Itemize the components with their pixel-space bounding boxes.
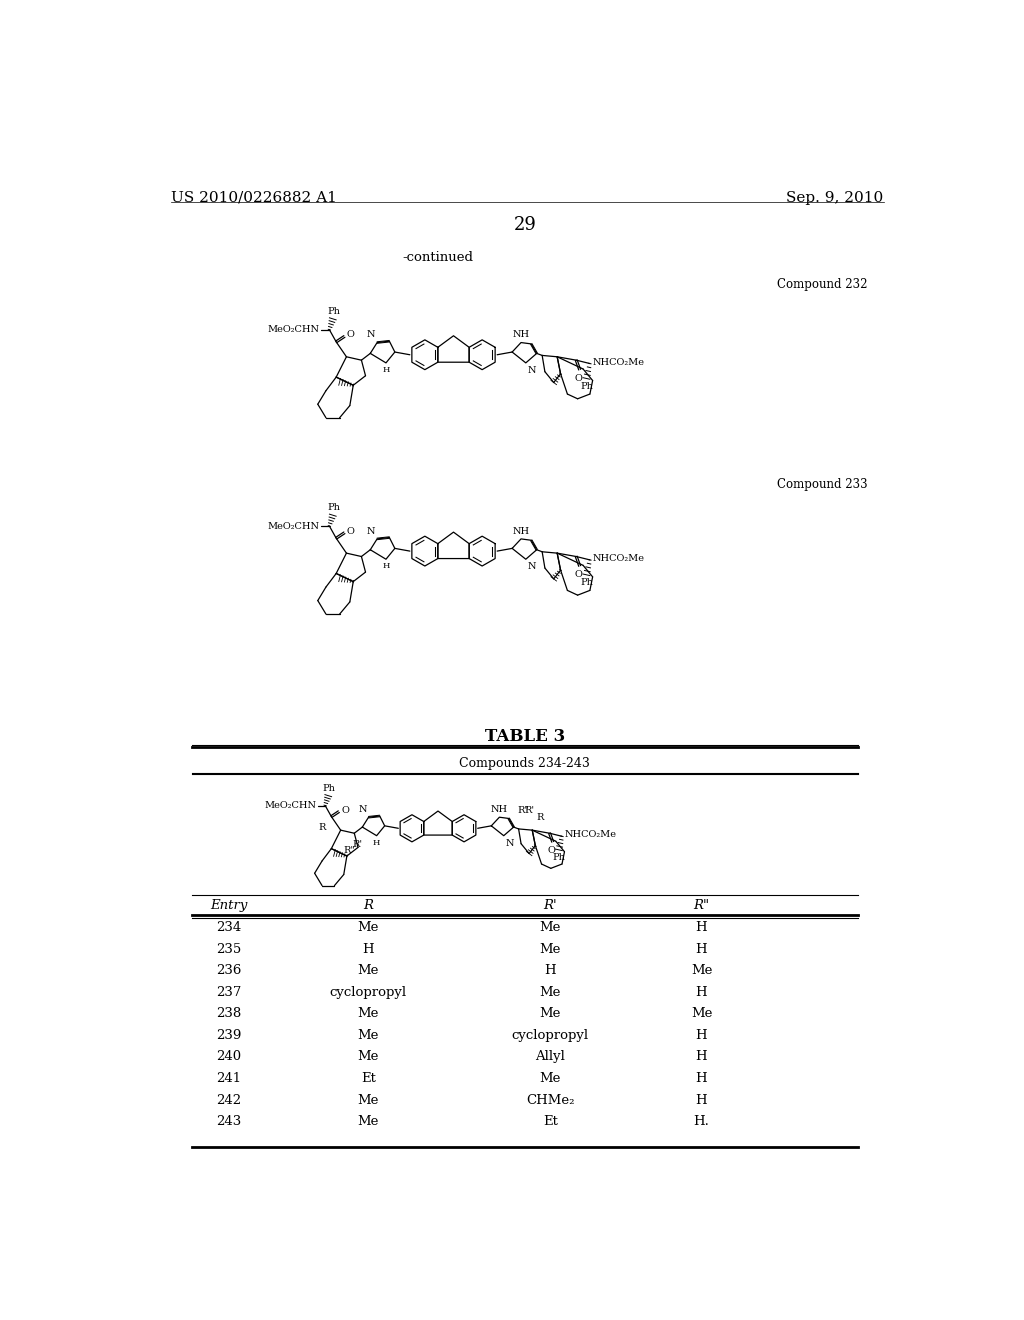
- Text: H: H: [695, 921, 708, 935]
- Text: H: H: [695, 942, 708, 956]
- Text: N: N: [527, 366, 536, 375]
- Text: 241: 241: [216, 1072, 242, 1085]
- Text: H.: H.: [693, 1115, 710, 1129]
- Text: H: H: [382, 366, 390, 374]
- Text: 240: 240: [216, 1051, 242, 1064]
- Text: H: H: [362, 942, 374, 956]
- Text: Entry: Entry: [210, 899, 248, 912]
- Text: Compound 232: Compound 232: [777, 277, 868, 290]
- Text: Me: Me: [540, 1072, 561, 1085]
- Text: R: R: [536, 813, 544, 822]
- Text: R": R": [343, 846, 355, 855]
- Text: cyclopropyl: cyclopropyl: [330, 986, 407, 999]
- Text: H: H: [695, 1093, 708, 1106]
- Text: NH: NH: [512, 527, 529, 536]
- Text: Sep. 9, 2010: Sep. 9, 2010: [786, 191, 884, 205]
- Text: TABLE 3: TABLE 3: [484, 729, 565, 746]
- Text: NHCO₂Me: NHCO₂Me: [564, 830, 616, 840]
- Text: 242: 242: [216, 1093, 242, 1106]
- Text: O: O: [574, 374, 582, 383]
- Text: H: H: [545, 964, 556, 977]
- Text: Ph: Ph: [323, 784, 336, 792]
- Text: Me: Me: [357, 921, 379, 935]
- Text: 239: 239: [216, 1028, 242, 1041]
- Text: 236: 236: [216, 964, 242, 977]
- Text: R: R: [318, 822, 326, 832]
- Text: 235: 235: [216, 942, 242, 956]
- Text: MeO₂CHN: MeO₂CHN: [267, 521, 319, 531]
- Text: Et: Et: [543, 1115, 558, 1129]
- Text: MeO₂CHN: MeO₂CHN: [267, 325, 319, 334]
- Text: R": R": [693, 899, 710, 912]
- Text: N: N: [367, 527, 376, 536]
- Text: O: O: [574, 570, 582, 579]
- Text: Ph: Ph: [580, 381, 593, 391]
- Text: Me: Me: [540, 942, 561, 956]
- Text: N: N: [358, 805, 367, 814]
- Text: Me: Me: [357, 1007, 379, 1020]
- Text: 243: 243: [216, 1115, 242, 1129]
- Text: Me: Me: [540, 921, 561, 935]
- Text: R: R: [364, 899, 374, 912]
- Text: NHCO₂Me: NHCO₂Me: [592, 358, 644, 367]
- Text: O: O: [341, 805, 349, 814]
- Text: 238: 238: [216, 1007, 242, 1020]
- Text: H: H: [373, 838, 380, 846]
- Text: Ph: Ph: [553, 853, 565, 862]
- Text: Me: Me: [540, 1007, 561, 1020]
- Text: R': R': [544, 899, 557, 912]
- Text: H: H: [695, 1028, 708, 1041]
- Text: N: N: [505, 838, 514, 847]
- Text: 29: 29: [513, 216, 537, 234]
- Text: H: H: [695, 1072, 708, 1085]
- Text: Compounds 234-243: Compounds 234-243: [460, 758, 590, 771]
- Text: Me: Me: [357, 1115, 379, 1129]
- Text: Allyl: Allyl: [536, 1051, 565, 1064]
- Text: Ph: Ph: [580, 578, 593, 587]
- Text: Ph: Ph: [327, 503, 340, 512]
- Text: N: N: [367, 330, 376, 339]
- Text: Me: Me: [357, 1028, 379, 1041]
- Text: Me: Me: [691, 1007, 712, 1020]
- Text: Ph: Ph: [327, 306, 340, 315]
- Text: MeO₂CHN: MeO₂CHN: [264, 801, 316, 810]
- Text: Et: Et: [360, 1072, 376, 1085]
- Text: Me: Me: [540, 986, 561, 999]
- Text: 234: 234: [216, 921, 242, 935]
- Text: H: H: [695, 986, 708, 999]
- Text: R": R": [517, 807, 529, 814]
- Text: NHCO₂Me: NHCO₂Me: [592, 554, 644, 562]
- Text: cyclopropyl: cyclopropyl: [512, 1028, 589, 1041]
- Text: NH: NH: [512, 330, 529, 339]
- Text: Compound 233: Compound 233: [777, 478, 868, 491]
- Text: R': R': [352, 840, 362, 849]
- Text: H: H: [382, 562, 390, 570]
- Text: Me: Me: [357, 1051, 379, 1064]
- Text: -continued: -continued: [402, 251, 473, 264]
- Text: NH: NH: [490, 805, 508, 814]
- Text: 237: 237: [216, 986, 242, 999]
- Text: Me: Me: [357, 1093, 379, 1106]
- Text: CHMe₂: CHMe₂: [526, 1093, 574, 1106]
- Text: Me: Me: [357, 964, 379, 977]
- Text: US 2010/0226882 A1: US 2010/0226882 A1: [171, 191, 337, 205]
- Text: N: N: [527, 562, 536, 572]
- Text: O: O: [347, 330, 354, 339]
- Text: O: O: [547, 846, 555, 855]
- Text: Me: Me: [691, 964, 712, 977]
- Text: R': R': [524, 807, 535, 814]
- Text: O: O: [347, 527, 354, 536]
- Text: H: H: [695, 1051, 708, 1064]
